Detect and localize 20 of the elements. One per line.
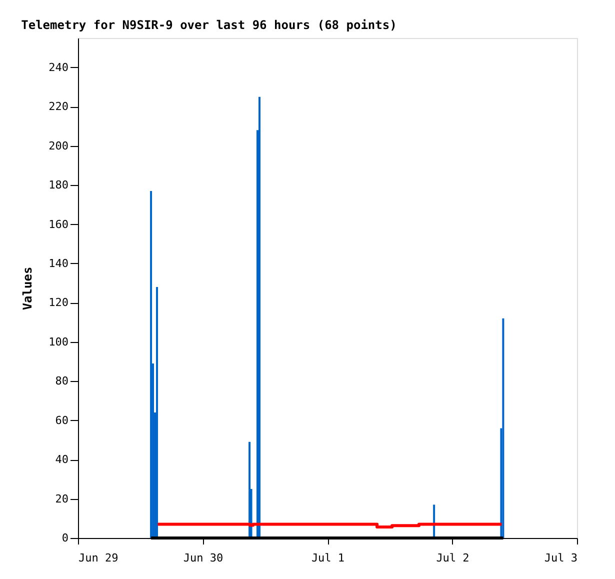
y-tick-label: 40	[55, 453, 68, 466]
y-tick-label: 240	[48, 60, 68, 74]
y-tick-label: 120	[48, 296, 68, 310]
y-tick-label: 100	[48, 335, 68, 348]
chart-title: Telemetry for N9SIR-9 over last 96 hours (68 points)	[21, 18, 397, 32]
y-tick-label: 140	[48, 256, 68, 270]
y-tick-label: 0	[62, 532, 68, 544]
y-tick-label: 180	[48, 178, 68, 192]
y-tick-label: 220	[48, 100, 68, 114]
x-tick-label: Jul 1	[311, 552, 345, 564]
y-tick-label: 160	[48, 218, 68, 231]
x-tick-label: Jul 3	[544, 552, 578, 564]
y-tick-label: 60	[55, 414, 68, 427]
y-tick-label: 80	[55, 374, 68, 388]
x-tick-label: Jun 30	[183, 552, 224, 564]
y-tick-label: 20	[55, 492, 68, 506]
y-axis-title: Values	[20, 266, 35, 310]
y-tick-label: 200	[48, 139, 68, 152]
x-tick-label: Jul 2	[436, 552, 470, 564]
x-tick-label: Jun 29	[78, 552, 118, 564]
